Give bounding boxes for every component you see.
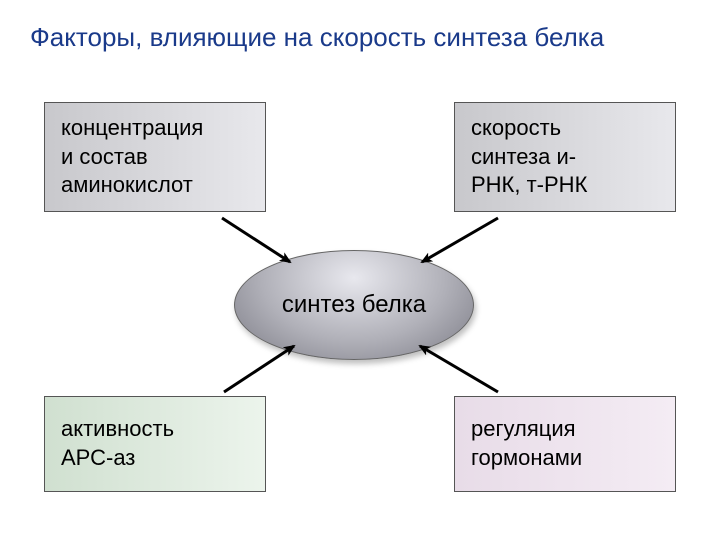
arrow	[420, 346, 498, 392]
factor-line: активность	[61, 415, 249, 444]
factor-line: РНК, т-РНК	[471, 171, 659, 200]
factor-box-top-left: концентрация и состав аминокислот	[44, 102, 266, 212]
factor-line: гормонами	[471, 444, 659, 473]
page-title: Факторы, влияющие на скорость синтеза бе…	[30, 22, 604, 53]
arrow	[224, 346, 294, 392]
center-node: синтез белка	[234, 250, 474, 360]
factor-line: аминокислот	[61, 171, 249, 200]
factor-line: концентрация	[61, 114, 249, 143]
factor-line: синтеза и-	[471, 143, 659, 172]
factor-line: регуляция	[471, 415, 659, 444]
arrow	[222, 218, 290, 262]
factor-line: АРС-аз	[61, 444, 249, 473]
factor-line: скорость	[471, 114, 659, 143]
factor-box-bottom-left: активность АРС-аз	[44, 396, 266, 492]
center-label: синтез белка	[282, 291, 426, 319]
factor-box-bottom-right: регуляция гормонами	[454, 396, 676, 492]
arrow	[422, 218, 498, 262]
factor-box-top-right: скорость синтеза и- РНК, т-РНК	[454, 102, 676, 212]
factor-line: и состав	[61, 143, 249, 172]
